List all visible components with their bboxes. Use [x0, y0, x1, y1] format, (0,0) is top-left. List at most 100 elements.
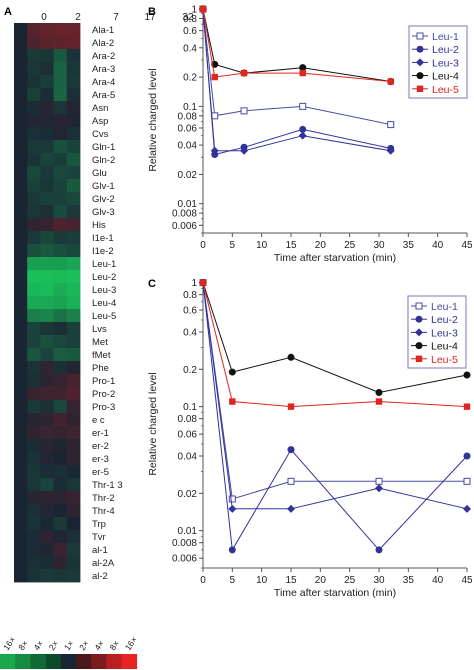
heatmap-cell: [27, 504, 41, 518]
heatmap-cell: [40, 140, 54, 154]
heatmap-cell: [66, 127, 81, 141]
heatmap-cell: [66, 231, 81, 245]
series-line: [202, 9, 391, 152]
marker-circle: [415, 342, 423, 350]
heatmap-cell: [40, 49, 54, 63]
heatmap-cell: [27, 374, 41, 388]
heatmap-cell: [27, 36, 41, 50]
heatmap-cell: [40, 296, 54, 310]
heatmap-cell: [53, 166, 68, 180]
color-scale-label: 16×: [123, 635, 139, 653]
marker-diamond: [386, 146, 395, 155]
heatmap-cell: [66, 504, 81, 518]
heatmap-row-label: Ara-5: [92, 90, 115, 101]
heatmap-cell: [66, 218, 81, 232]
heatmap-cell: [27, 569, 41, 583]
heatmap-cell: [14, 335, 28, 349]
y-tick-label: 0.02: [178, 489, 198, 500]
heatmap-cell: [40, 465, 54, 479]
heatmap-cell: [53, 335, 68, 349]
heatmap-cell: [40, 283, 54, 297]
heatmap-cell: [40, 543, 54, 557]
heatmap-cell: [40, 23, 54, 37]
x-tick-label: 5: [230, 240, 236, 251]
heatmap-cell: [14, 322, 28, 336]
heatmap-cell: [53, 140, 68, 154]
heatmap-cell: [27, 88, 41, 102]
y-tick-label: 0.04: [178, 141, 198, 152]
heatmap-cell: [66, 244, 81, 258]
heatmap-row-label: Glv-1: [92, 181, 115, 192]
heatmap-cell: [27, 387, 41, 401]
heatmap-cell: [40, 322, 54, 336]
heatmap-row-label: Met: [92, 337, 108, 348]
heatmap-cell: [40, 231, 54, 245]
heatmap-cell: [53, 478, 68, 492]
heatmap-row-label: fMet: [92, 350, 111, 361]
heatmap-cell: [66, 530, 81, 544]
legend-label: Leu-3: [432, 57, 459, 69]
marker-circle: [287, 446, 295, 454]
x-tick-label: 15: [285, 240, 297, 251]
heatmap-row-label: Ala-1: [92, 25, 114, 36]
heatmap-cell: [53, 49, 68, 63]
y-tick-label: 0.01: [178, 526, 198, 537]
heatmap-cell: [53, 101, 68, 115]
legend-label: Leu-1: [431, 301, 458, 313]
x-tick-label: 25: [344, 575, 356, 586]
heatmap-cell: [53, 179, 68, 193]
x-tick-label: 30: [373, 575, 385, 586]
heatmap-cell: [53, 530, 68, 544]
y-axis-title: Relative charged level: [147, 372, 159, 475]
heatmap-cell: [14, 257, 28, 271]
heatmap-cell: [27, 153, 41, 167]
heatmap-cell: [40, 62, 54, 76]
heatmap-cell: [53, 309, 68, 323]
heatmap-cell: [14, 283, 28, 297]
panel-c-letter: C: [148, 278, 156, 290]
heatmap-cell: [66, 556, 81, 570]
heatmap-cell: [66, 465, 81, 479]
y-tick-label: 0.2: [183, 365, 197, 376]
heatmap-cell: [27, 543, 41, 557]
legend-label: Leu-5: [431, 354, 458, 366]
marker-square: [229, 398, 236, 405]
heatmap-cell: [27, 322, 41, 336]
heatmap-cell: [53, 205, 68, 219]
heatmap-cell: [66, 205, 81, 219]
x-axis-title: Time after starvation (min): [274, 587, 396, 599]
heatmap-cell: [53, 517, 68, 531]
heatmap-cell: [14, 426, 28, 440]
heatmap-cell: [27, 75, 41, 89]
y-tick-label: 0.4: [183, 327, 197, 338]
heatmap-row-label: Glu: [92, 168, 107, 179]
heatmap-cell: [53, 88, 68, 102]
heatmap-cell: [40, 439, 54, 453]
x-tick-label: 35: [403, 575, 415, 586]
heatmap-row-label: Gln-1: [92, 142, 115, 153]
heatmap-cell: [27, 62, 41, 76]
heatmap-column-label: 2: [75, 12, 81, 23]
heatmap-cell: [40, 75, 54, 89]
marker-diamond: [375, 484, 383, 493]
marker-open-square: [240, 107, 248, 115]
color-scale-label: 1×: [62, 638, 76, 652]
heatmap-cell: [27, 218, 41, 232]
marker-circle: [416, 45, 424, 53]
heatmap-row-label: er-1: [92, 428, 109, 439]
heatmap-cell: [66, 36, 81, 50]
heatmap-cell: [40, 517, 54, 531]
heatmap-cell: [66, 543, 81, 557]
heatmap-cell: [66, 114, 81, 128]
marker-square: [211, 73, 218, 81]
marker-open-square: [375, 477, 383, 485]
color-scale-label: 8×: [107, 638, 121, 652]
heatmap-cell: [27, 335, 41, 349]
heatmap-cell: [40, 335, 54, 349]
heatmap-row-label: Asn: [92, 103, 108, 114]
heatmap-cell: [27, 413, 41, 427]
heatmap-row-label: I1e-1: [92, 233, 114, 244]
marker-square: [416, 85, 424, 92]
heatmap-row-label: Trp: [92, 519, 106, 530]
marker-open-square: [211, 112, 219, 120]
